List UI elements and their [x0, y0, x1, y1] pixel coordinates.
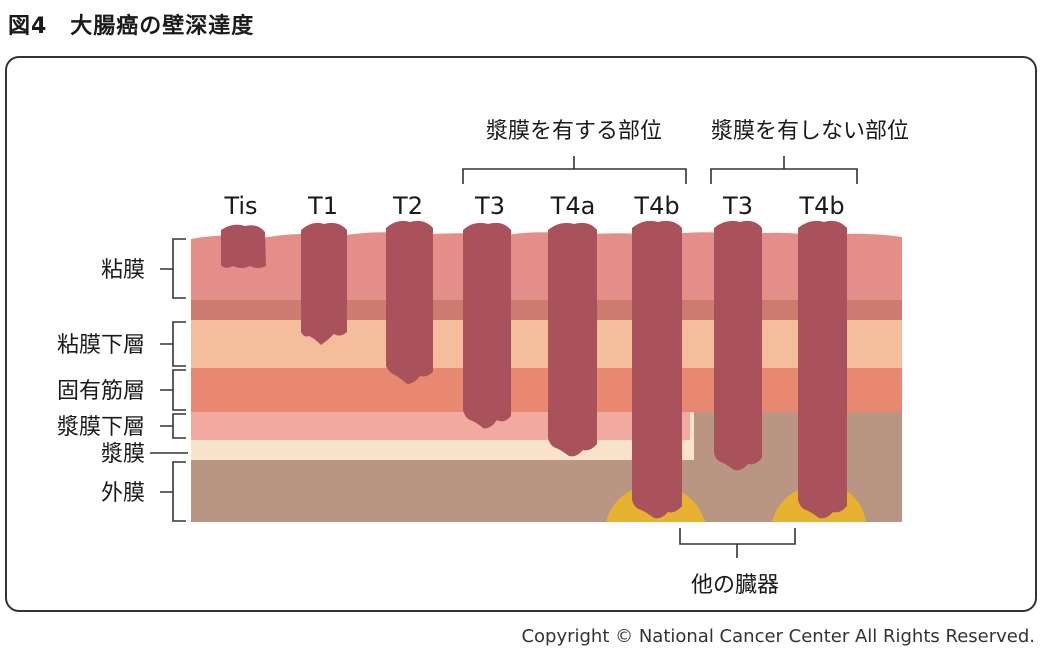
label-serosa-absent: 漿膜を有しない部位 — [711, 119, 909, 144]
stage-label-t4b-no-serosa: T4b — [798, 192, 844, 220]
bracket-adventitia — [160, 461, 186, 522]
muscularis-layer — [191, 368, 902, 412]
layer-label-muscularis: 固有筋層 — [57, 379, 145, 404]
tumor-t3-serosa — [463, 222, 511, 429]
submucosa-layer — [191, 320, 902, 368]
label-serosa-present: 漿膜を有する部位 — [486, 119, 662, 144]
bracket-submucosa — [160, 321, 186, 367]
tumor-t4a — [548, 222, 597, 457]
bracket-other-organs — [679, 528, 796, 558]
layer-label-submucosa: 粘膜下層 — [57, 333, 145, 358]
tumor-t4b-no-serosa — [798, 220, 847, 519]
layer-label-serosa: 漿膜 — [101, 442, 145, 467]
mucosa-layer — [191, 232, 902, 300]
diagram-frame — [5, 56, 1037, 612]
tumor-t3-no-serosa — [714, 220, 762, 471]
bracket-mucosa — [160, 238, 186, 299]
stage-label-tis: Tis — [223, 192, 257, 220]
stage-label-t4a: T4a — [550, 192, 596, 220]
subserosa-layer — [191, 412, 694, 440]
stage-label-t3: T3 — [474, 192, 505, 220]
layer-label-adventitia: 外膜 — [101, 481, 145, 506]
bracket-serosa-present — [462, 156, 687, 184]
serosa-layer — [191, 440, 694, 460]
layer-label-mucosa: 粘膜 — [101, 258, 145, 283]
tumor-t4b-serosa — [632, 220, 682, 519]
copyright-notice: Copyright © National Cancer Center All R… — [521, 626, 1035, 647]
stage-label-t3-no-serosa: T3 — [722, 192, 753, 220]
tumor-t1 — [301, 222, 347, 345]
stage-label-t4b: T4b — [633, 192, 679, 220]
figure-title: 図4 大腸癌の壁深達度 — [8, 14, 255, 39]
bracket-subserosa — [160, 413, 186, 439]
tumor-tis — [221, 224, 266, 268]
layer-label-subserosa: 漿膜下層 — [57, 415, 145, 440]
muscularis-mucosae-layer — [191, 300, 902, 320]
tumor-t2 — [386, 220, 433, 384]
label-other-organs: 他の臓器 — [691, 573, 779, 598]
stage-label-t2: T2 — [392, 192, 423, 220]
bracket-serosa-absent — [710, 156, 858, 184]
bracket-muscularis — [160, 369, 186, 411]
stage-label-t1: T1 — [307, 192, 338, 220]
serosa-edge — [690, 412, 694, 460]
